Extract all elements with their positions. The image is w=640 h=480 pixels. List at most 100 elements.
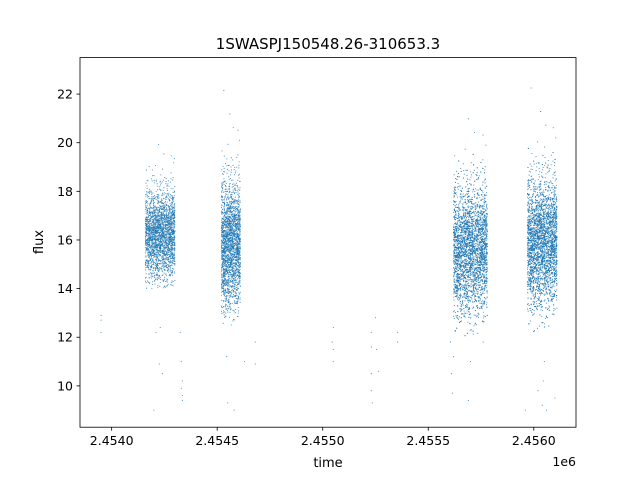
- data-point: [168, 205, 170, 207]
- data-point: [225, 268, 227, 270]
- data-point: [226, 232, 228, 234]
- data-point: [163, 187, 165, 189]
- data-point: [220, 286, 223, 288]
- data-point: [153, 238, 155, 240]
- data-point: [228, 305, 230, 307]
- data-point: [226, 211, 228, 213]
- data-point: [155, 258, 157, 260]
- data-point: [164, 228, 166, 230]
- data-point: [153, 226, 155, 228]
- data-point: [166, 218, 168, 220]
- data-point: [170, 284, 172, 286]
- data-point: [171, 211, 173, 213]
- data-point: [225, 223, 227, 225]
- data-point: [148, 250, 150, 252]
- data-point: [231, 279, 234, 282]
- data-point: [224, 296, 226, 298]
- data-point: [172, 232, 174, 234]
- data-point: [148, 245, 150, 247]
- data-point: [232, 243, 234, 245]
- data-point: [238, 161, 240, 163]
- data-point: [158, 241, 160, 243]
- data-point: [144, 252, 147, 254]
- data-point: [159, 200, 162, 203]
- data-point: [151, 240, 153, 242]
- data-point: [150, 254, 152, 256]
- data-point: [152, 233, 154, 235]
- data-point: [146, 224, 148, 226]
- data-point: [154, 229, 156, 231]
- data-point: [162, 216, 164, 219]
- data-point: [162, 214, 164, 217]
- data-point: [158, 209, 160, 211]
- data-point: [226, 205, 228, 207]
- data-point: [166, 258, 168, 260]
- data-point: [156, 265, 158, 267]
- data-point: [150, 242, 152, 244]
- data-point: [162, 206, 165, 208]
- data-point: [237, 249, 239, 252]
- data-point: [221, 191, 223, 193]
- data-point: [150, 240, 153, 242]
- data-point: [164, 281, 166, 283]
- data-point: [169, 217, 171, 219]
- data-point: [156, 202, 158, 204]
- data-point: [159, 231, 161, 234]
- data-point: [235, 266, 237, 268]
- data-point: [167, 279, 169, 281]
- data-point: [163, 194, 165, 196]
- data-point: [153, 236, 155, 238]
- data-point: [227, 143, 229, 145]
- data-point: [161, 266, 163, 268]
- data-point: [145, 212, 147, 214]
- data-point: [156, 272, 158, 274]
- data-point: [239, 223, 241, 225]
- data-point: [151, 252, 153, 254]
- data-point: [166, 193, 168, 195]
- data-point: [223, 199, 225, 201]
- data-point: [223, 237, 225, 239]
- data-point: [154, 236, 156, 238]
- data-point: [238, 253, 240, 255]
- data-point: [225, 188, 227, 190]
- data-point: [220, 207, 223, 209]
- data-point: [146, 200, 148, 202]
- data-point: [163, 244, 165, 246]
- data-point: [222, 234, 224, 236]
- data-point: [228, 266, 230, 268]
- data-point: [224, 240, 226, 242]
- data-point: [223, 222, 225, 224]
- data-point: [145, 244, 147, 246]
- data-point: [236, 205, 238, 207]
- data-point: [174, 203, 176, 205]
- data-point: [229, 200, 231, 202]
- data-point: [164, 230, 166, 232]
- data-point: [152, 208, 154, 210]
- data-point: [221, 245, 223, 248]
- data-point: [234, 259, 236, 261]
- data-point: [158, 255, 160, 257]
- data-point: [237, 275, 239, 277]
- data-point: [229, 209, 231, 211]
- data-point: [161, 257, 163, 259]
- data-point: [159, 239, 162, 242]
- data-point: [152, 197, 154, 199]
- data-point: [236, 301, 238, 303]
- data-point: [235, 308, 237, 311]
- data-point: [227, 196, 229, 198]
- data-point: [146, 226, 148, 228]
- data-point: [233, 201, 235, 203]
- data-point: [170, 245, 172, 247]
- data-point: [228, 233, 230, 235]
- data-point: [164, 250, 167, 252]
- data-point: [157, 189, 159, 191]
- data-point: [229, 261, 232, 264]
- data-point: [227, 164, 229, 166]
- data-point: [155, 236, 157, 238]
- data-point: [227, 206, 229, 208]
- data-point: [153, 211, 155, 213]
- data-point: [145, 239, 147, 241]
- data-point: [168, 253, 170, 255]
- data-point: [166, 246, 168, 249]
- data-point: [165, 242, 167, 244]
